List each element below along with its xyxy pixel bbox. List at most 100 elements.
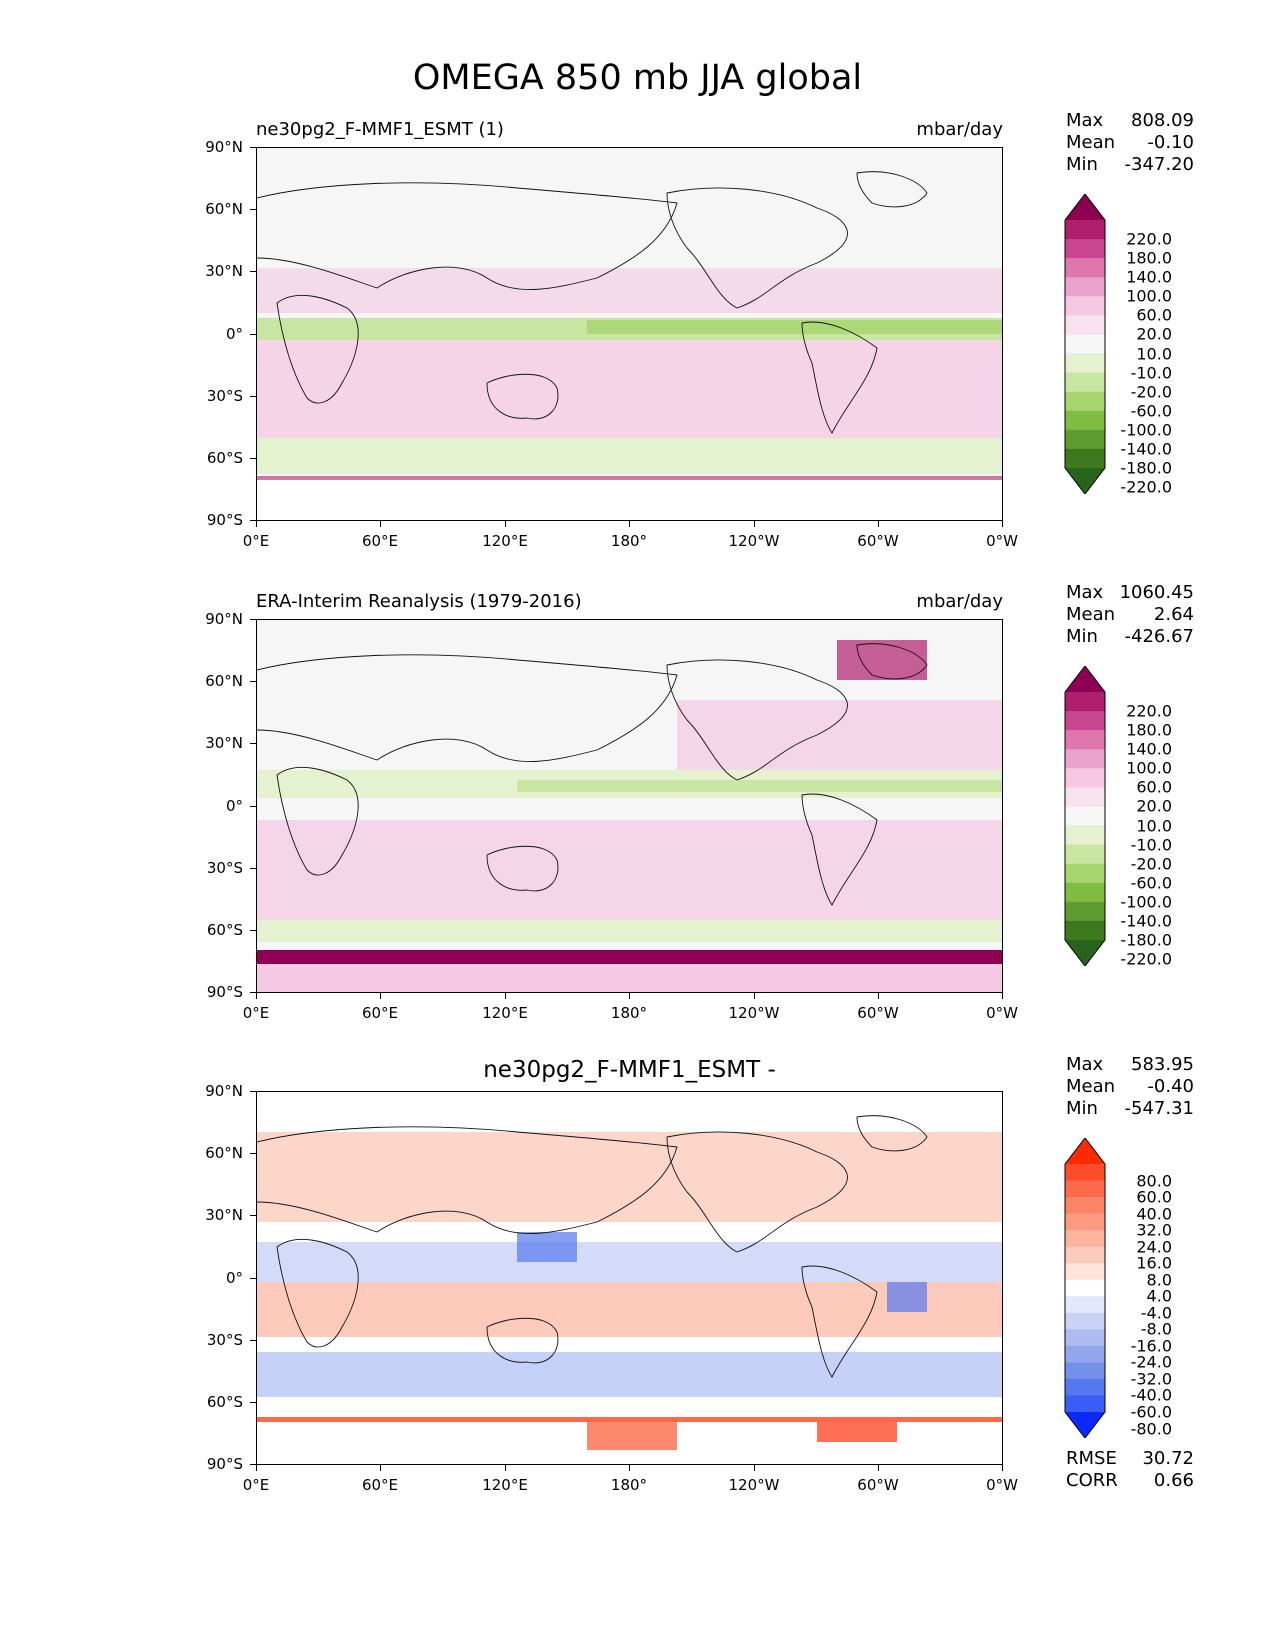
x-tick-label: 180° (610, 1004, 648, 1022)
colorbar-segment (1065, 1230, 1105, 1248)
colorbar-segment (1065, 806, 1105, 827)
max-value: 583.95 (1131, 1054, 1194, 1075)
panel-units: mbar/day (916, 591, 1003, 612)
colorbar-segment (1065, 258, 1105, 278)
max-label: Max (1066, 582, 1104, 603)
y-tick-label: 90°S (206, 1455, 243, 1473)
colorbar-segment (1065, 1345, 1105, 1363)
colorbar-tick-label: -60.0 (1130, 401, 1172, 421)
colorbar-segment (1065, 239, 1105, 259)
colorbar-tick-label: -4.0 (1140, 1303, 1172, 1323)
colorbar-tick-label: -140.0 (1120, 439, 1172, 459)
colorbar-segment (1065, 315, 1105, 335)
colorbar-tick-label: 220.0 (1126, 229, 1172, 249)
colorbar-tick-label: -80.0 (1130, 1419, 1172, 1439)
y-tick-label: 0° (225, 797, 243, 815)
y-tick-label: 30°N (205, 262, 243, 280)
min-label: Min (1066, 1098, 1098, 1119)
y-tick-label: 0° (225, 325, 243, 343)
colorbar-tick-label: -20.0 (1130, 854, 1172, 874)
x-tick-label: 0°W (986, 1476, 1018, 1494)
map-plot[interactable] (256, 1091, 1003, 1465)
panel-title: ERA-Interim Reanalysis (1979-2016) (256, 591, 582, 612)
x-tick-label: 60°W (857, 1004, 899, 1022)
colorbar-tick-label: -60.0 (1130, 873, 1172, 893)
x-tick-label: 60°E (361, 532, 399, 550)
colorbar-tick-label: -8.0 (1140, 1319, 1172, 1339)
colorbar-extend-bottom (1065, 1412, 1105, 1438)
colorbar (1064, 666, 1106, 966)
colorbar-segment (1065, 1296, 1105, 1314)
colorbar-tick-label: -20.0 (1130, 382, 1172, 402)
colorbar-segment (1065, 920, 1105, 941)
colorbar-segment (1065, 410, 1105, 431)
colorbar-tick-label: -10.0 (1130, 835, 1172, 855)
colorbar-segment (1065, 1279, 1105, 1297)
colorbar-segment (1065, 1180, 1105, 1198)
colorbar-tick-label: 140.0 (1126, 267, 1172, 287)
colorbar-tick-label: 20.0 (1136, 796, 1172, 816)
colorbar-segment (1065, 768, 1105, 788)
y-tick-label: 90°N (205, 138, 243, 156)
y-tick-label: 30°S (206, 859, 243, 877)
colorbar-segment (1065, 711, 1105, 731)
colorbar-segment (1065, 277, 1105, 297)
y-tick-label: 30°S (206, 1331, 243, 1349)
colorbar-segment (1065, 1395, 1105, 1413)
map-plot[interactable] (256, 619, 1003, 993)
figure-title: OMEGA 850 mb JJA global (412, 58, 863, 98)
corr-label: CORR (1066, 1470, 1118, 1491)
x-tick-label: 180° (610, 532, 648, 550)
map-field (257, 1092, 1002, 1464)
panel-title: ne30pg2_F-MMF1_ESMT - (483, 1057, 776, 1083)
colorbar-tick-label: -100.0 (1120, 420, 1172, 440)
colorbar-tick-label: 220.0 (1126, 701, 1172, 721)
stats-block: Max 583.95 Mean -0.40 Min -547.31 (1066, 1054, 1194, 1120)
colorbar-extend-top (1065, 1138, 1105, 1164)
colorbar-tick-label: -220.0 (1120, 949, 1172, 969)
colorbar-tick-label: 80.0 (1136, 1171, 1172, 1191)
y-tick-label: 90°S (206, 511, 243, 529)
x-tick-label: 120°E (482, 1476, 528, 1494)
colorbar-tick-label: -24.0 (1130, 1352, 1172, 1372)
x-tick-label: 120°E (482, 1004, 528, 1022)
x-tick-label: 60°W (857, 532, 899, 550)
panel-units: mbar/day (916, 119, 1003, 140)
x-tick-label: 0°W (986, 532, 1018, 550)
colorbar-tick-label: 180.0 (1126, 248, 1172, 268)
colorbar-segment (1065, 1329, 1105, 1347)
mean-value: -0.40 (1147, 1076, 1194, 1097)
x-tick-label: 60°E (361, 1004, 399, 1022)
colorbar-segment (1065, 372, 1105, 393)
min-label: Min (1066, 626, 1098, 647)
colorbar-segment (1065, 334, 1105, 355)
rmse-value: 30.72 (1142, 1448, 1194, 1469)
map-field (257, 620, 1002, 992)
colorbar-segment (1065, 1312, 1105, 1330)
colorbar-segment (1065, 730, 1105, 750)
colorbar-segment (1065, 296, 1105, 316)
colorbar-tick-label: 8.0 (1146, 1270, 1172, 1290)
map-field (257, 148, 1002, 520)
colorbar-segment (1065, 863, 1105, 884)
colorbar-tick-label: -32.0 (1130, 1369, 1172, 1389)
mean-label: Mean (1066, 132, 1116, 153)
colorbar-tick-label: -220.0 (1120, 477, 1172, 497)
colorbar-segment (1065, 448, 1105, 469)
colorbar (1064, 194, 1106, 494)
rmse-label: RMSE (1066, 1448, 1117, 1469)
colorbar-extend-top (1065, 666, 1105, 692)
y-tick-label: 60°N (205, 1144, 243, 1162)
colorbar-segment (1065, 429, 1105, 450)
colorbar-tick-label: 100.0 (1126, 758, 1172, 778)
colorbar-extend-bottom (1065, 468, 1105, 494)
colorbar-tick-label: -10.0 (1130, 363, 1172, 383)
colorbar-segment (1065, 1378, 1105, 1396)
colorbar-segment (1065, 787, 1105, 807)
map-plot[interactable] (256, 147, 1003, 521)
min-value: -547.31 (1124, 1098, 1194, 1119)
y-tick-label: 30°N (205, 734, 243, 752)
colorbar-tick-label: 140.0 (1126, 739, 1172, 759)
colorbar-segment (1065, 353, 1105, 374)
panel-model: ne30pg2_F-MMF1_ESMT (1) mbar/day 90°N 60… (0, 110, 1275, 590)
